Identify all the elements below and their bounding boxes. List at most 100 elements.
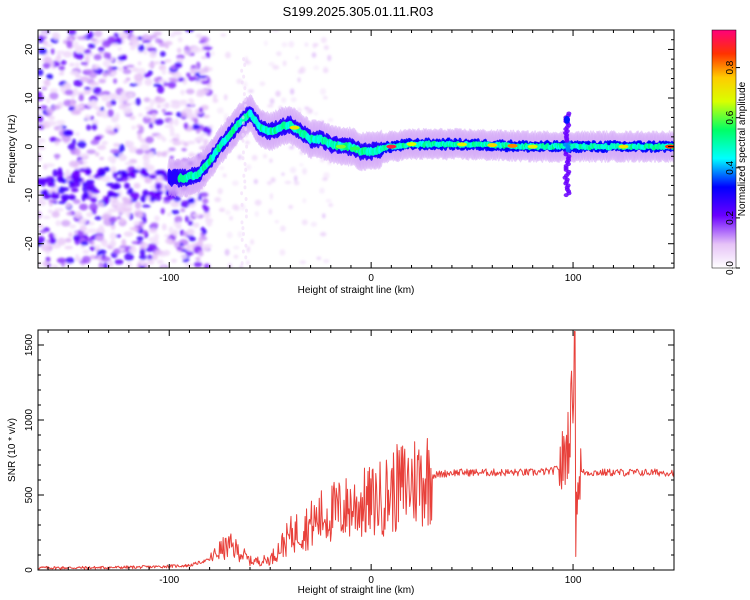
spectrogram-cell — [98, 262, 104, 268]
spectrogram-cell — [188, 203, 196, 208]
spectrogram-cell — [297, 77, 301, 83]
spectrogram-cell — [254, 211, 259, 217]
spectrogram-cell — [139, 242, 149, 248]
spectrogram-cell — [103, 51, 109, 59]
spectrogram-cell — [119, 217, 125, 224]
spectrogram-cell — [56, 50, 66, 55]
spectrogram-cell — [136, 212, 144, 218]
spectrogram-cell — [319, 187, 325, 194]
spectrogram-cell — [328, 203, 333, 207]
spectrogram-cell — [79, 225, 87, 232]
spectrogram-cell — [214, 197, 222, 203]
spectrogram-cell — [126, 64, 135, 68]
spectrogram-cell — [202, 244, 210, 252]
spectrogram-cell — [84, 114, 91, 121]
spectrogram-cell — [92, 64, 99, 70]
spectrogram-cell — [140, 260, 145, 267]
spectrogram-cell — [197, 239, 204, 247]
spectrogram-cell — [119, 247, 125, 252]
spectrogram-cell — [89, 82, 100, 86]
spectrogram-cell — [61, 134, 71, 143]
spectrogram-cell — [299, 67, 303, 74]
y-tick-label: 0 — [24, 567, 35, 573]
spectrogram-cell — [327, 118, 334, 122]
spectrogram-cell — [49, 237, 57, 245]
spectrogram-cell — [73, 198, 81, 205]
spike-cell — [566, 111, 572, 116]
spectrogram-cell — [123, 231, 134, 237]
spectrogram-cell — [193, 118, 199, 125]
spectrogram-cell — [77, 91, 86, 96]
spectrogram-cell — [169, 119, 174, 126]
spectrogram-cell — [91, 123, 98, 131]
spectrogram-cell — [75, 148, 81, 157]
spectrogram-cell — [104, 167, 111, 172]
spectrogram-cell — [77, 35, 87, 41]
spectrogram-cell — [163, 196, 172, 201]
spectrogram-cell — [80, 240, 89, 246]
spectrogram-cell — [55, 120, 66, 125]
spectrogram-cell — [95, 233, 105, 242]
spectrogram-cell — [74, 210, 83, 219]
snr-xlabel: Height of straight line (km) — [298, 585, 415, 596]
spectrogram-cell — [177, 77, 185, 82]
spectrogram-cell — [60, 187, 70, 192]
spectrogram-cell — [77, 140, 87, 149]
spectrogram-cell — [81, 255, 91, 264]
spectrogram-cell — [193, 261, 203, 268]
spectrogram-cell — [48, 115, 56, 120]
spectrogram-cell — [51, 210, 60, 218]
spectrogram-cell — [155, 183, 162, 191]
spectrogram-cell — [299, 163, 304, 167]
spectrogram-cell — [42, 260, 48, 267]
spectrogram-cell — [323, 45, 329, 51]
spectrogram-cell — [108, 92, 118, 101]
spectrogram-cell — [122, 208, 133, 212]
spike-cell — [563, 115, 570, 124]
spectrogram-cell — [121, 170, 128, 177]
spectrogram-cell — [289, 88, 295, 95]
spectrogram-cell — [140, 195, 147, 203]
ridge-hotspot — [349, 146, 360, 151]
colorbar-border — [711, 29, 737, 269]
spectrogram-cell — [126, 171, 136, 177]
spectrogram-cell — [122, 68, 132, 75]
spectrogram-cell — [87, 228, 98, 234]
ridge-hotspot — [289, 125, 300, 130]
spectrogram-cell — [177, 37, 183, 43]
spectrogram-cell — [56, 237, 67, 246]
spectrogram-cell — [99, 156, 105, 161]
spectrogram-cell — [86, 211, 93, 218]
streak-cell — [244, 167, 248, 172]
spectrogram-cell — [60, 85, 66, 92]
spectrogram-cell — [188, 220, 194, 226]
spectrogram-cell — [133, 73, 144, 82]
spectrogram-cell — [253, 178, 258, 185]
spectrogram-cell — [38, 91, 43, 96]
spectrogram-cell — [198, 107, 203, 113]
spectrogram-cell — [109, 232, 117, 241]
streak-cell — [241, 132, 245, 137]
spectrogram-cell — [171, 209, 180, 215]
spectrogram-cell — [319, 88, 327, 96]
spectrogram-cell — [126, 92, 135, 98]
spectrogram-cell — [281, 42, 288, 48]
spectrogram-cell — [161, 265, 167, 268]
spectrogram-cell — [106, 182, 114, 187]
spectrogram-cell — [110, 43, 119, 47]
spectrogram-cell — [155, 169, 164, 176]
spectrogram-cell — [49, 88, 58, 93]
spectrogram-cell — [101, 90, 111, 96]
spectrogram-cell — [90, 99, 98, 107]
spectrogram-cell — [199, 88, 210, 94]
spectrogram-cell — [93, 54, 102, 61]
chart-title: S199.2025.305.01.11.R03 — [283, 4, 434, 19]
spectrogram-cell — [263, 40, 268, 46]
spectrogram-cell — [102, 241, 109, 248]
y-tick-label: 500 — [24, 486, 35, 503]
spectrogram-cell — [144, 177, 153, 184]
spectrogram-cell — [197, 195, 202, 201]
spectrogram-cell — [77, 103, 84, 109]
y-tick-label: 0 — [24, 143, 35, 149]
